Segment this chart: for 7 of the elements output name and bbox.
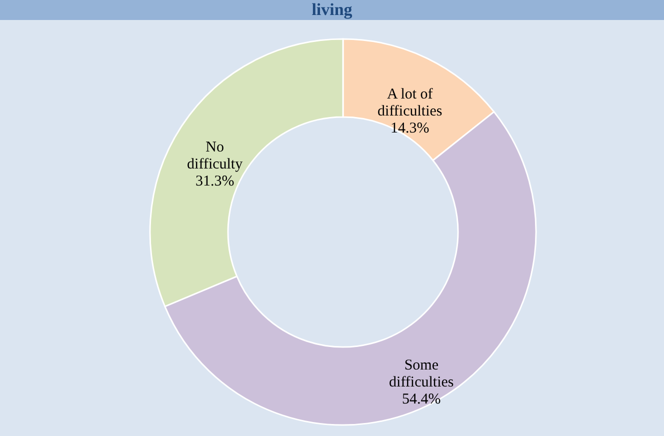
data-label: 54.4% <box>402 392 441 408</box>
data-label: 31.3% <box>195 174 234 190</box>
slice-label: No difficulty <box>187 140 244 173</box>
slice-label: Some difficulties <box>389 358 454 391</box>
chart-title: living <box>312 0 353 19</box>
data-label: 14.3% <box>390 120 430 136</box>
slice-label: A lot of difficulties <box>378 86 442 120</box>
